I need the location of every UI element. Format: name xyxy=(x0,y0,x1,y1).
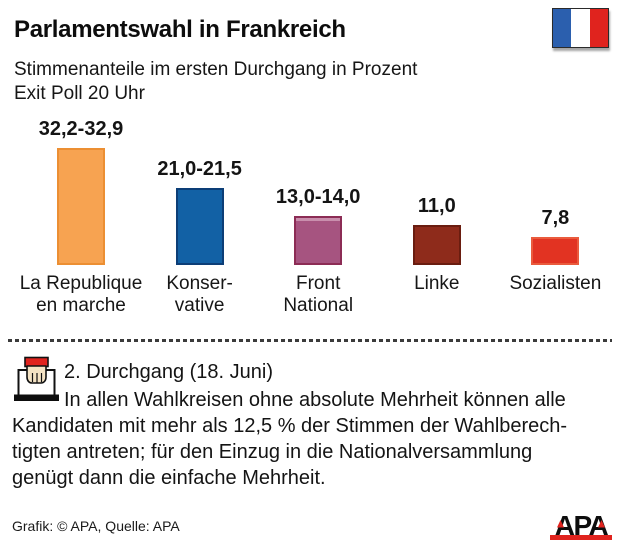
bar-value-label: 13,0-14,0 xyxy=(275,186,361,208)
bar-value-label: 11,0 xyxy=(417,195,456,217)
flag-stripe-white xyxy=(571,9,590,47)
chart-subtitle: Stimmenanteile im ersten Durchgang in Pr… xyxy=(14,58,417,106)
subtitle-line-2: Exit Poll 20 Uhr xyxy=(14,83,145,104)
bar-category-label: La Republique en marche xyxy=(19,273,143,316)
bar-category-label: Front National xyxy=(283,273,354,316)
flag-stripe-blue xyxy=(553,9,572,47)
chart-column: 11,0 Linke xyxy=(371,110,503,294)
bar-category-label: Linke xyxy=(414,273,460,294)
apa-logo: APA xyxy=(550,511,612,541)
bar xyxy=(531,237,580,265)
second-round-heading: 2. Durchgang (18. Juni) xyxy=(64,361,274,383)
bar-value-label: 7,8 xyxy=(541,207,570,229)
chart-column: 21,0-21,5 Konser- vative xyxy=(134,110,266,316)
chart-column: 7,8 Sozialisten xyxy=(489,110,620,294)
chart-column: 32,2-32,9 La Republique en marche xyxy=(15,110,147,316)
bar xyxy=(412,225,461,265)
france-flag-icon xyxy=(552,8,609,48)
ballot-box-icon xyxy=(14,356,59,401)
bar-category-label: Konser- vative xyxy=(166,273,233,316)
second-round-text-line: Kandidaten mit mehr als 12,5 % der Stimm… xyxy=(12,415,568,437)
second-round-text-line: tigten antreten; für den Einzug in die N… xyxy=(12,441,533,463)
flag-stripe-red xyxy=(589,9,608,47)
bar-value-label: 21,0-21,5 xyxy=(157,158,242,180)
source-credit: Grafik: © APA, Quelle: APA xyxy=(12,518,180,534)
dotted-separator xyxy=(8,339,612,342)
second-round-text-line: In allen Wahlkreisen ohne absolute Mehrh… xyxy=(64,389,566,411)
bar-category-label: Sozialisten xyxy=(509,273,602,294)
second-round-text-line: genügt dann die einfache Mehrheit. xyxy=(12,467,326,489)
page-title: Parlamentswahl in Frankreich xyxy=(14,16,346,43)
bar xyxy=(57,148,105,265)
chart-column: 13,0-14,0 Front National xyxy=(252,110,384,316)
bar xyxy=(294,216,343,265)
bar-value-label: 32,2-32,9 xyxy=(38,118,124,140)
bar-chart: 32,2-32,9 La Republique en marche 21,0-21,… xyxy=(0,110,620,345)
subtitle-line-1: Stimmenanteile im ersten Durchgang in Pr… xyxy=(14,59,418,80)
bar xyxy=(175,188,224,265)
